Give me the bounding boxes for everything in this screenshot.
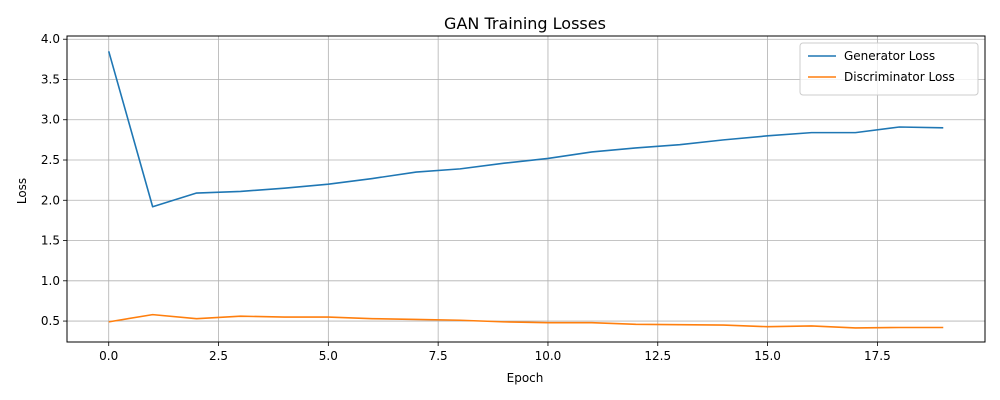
x-tick-label: 12.5 <box>644 349 671 363</box>
series-lines <box>107 51 944 329</box>
legend-label-generator-loss: Generator Loss <box>844 49 935 63</box>
y-tick-label: 1.0 <box>41 274 60 288</box>
y-tick-label: 1.5 <box>41 234 60 248</box>
y-tick-label: 2.0 <box>41 193 60 207</box>
plot-frame <box>66 35 986 343</box>
series-line-generator-loss <box>107 51 944 208</box>
y-tick-label: 4.0 <box>41 32 60 46</box>
x-tick-label: 2.5 <box>209 349 228 363</box>
x-tick-label: 10.0 <box>535 349 562 363</box>
x-tick-label: 15.0 <box>754 349 781 363</box>
series-line-discriminator-loss <box>108 313 944 329</box>
legend: Generator Loss Discriminator Loss <box>799 42 979 96</box>
chart-title: GAN Training Losses <box>444 14 606 33</box>
y-axis-ticks: 0.5 1.0 1.5 2.0 2.5 3.0 3.5 4.0 <box>41 32 67 328</box>
x-tick-label: 0.0 <box>99 349 118 363</box>
x-axis-ticks: 0.0 2.5 5.0 7.5 10.0 12.5 15.0 17.5 <box>99 342 891 363</box>
x-tick-label: 5.0 <box>319 349 338 363</box>
y-tick-label: 3.5 <box>41 72 60 86</box>
y-tick-label: 2.5 <box>41 153 60 167</box>
x-tick-label: 7.5 <box>429 349 448 363</box>
y-tick-label: 0.5 <box>41 314 60 328</box>
x-tick-label: 17.5 <box>864 349 891 363</box>
legend-box <box>799 42 979 96</box>
legend-label-discriminator-loss: Discriminator Loss <box>844 70 955 84</box>
y-axis-label: Loss <box>15 178 29 204</box>
y-tick-label: 3.0 <box>41 113 60 127</box>
x-axis-label: Epoch <box>507 371 544 385</box>
